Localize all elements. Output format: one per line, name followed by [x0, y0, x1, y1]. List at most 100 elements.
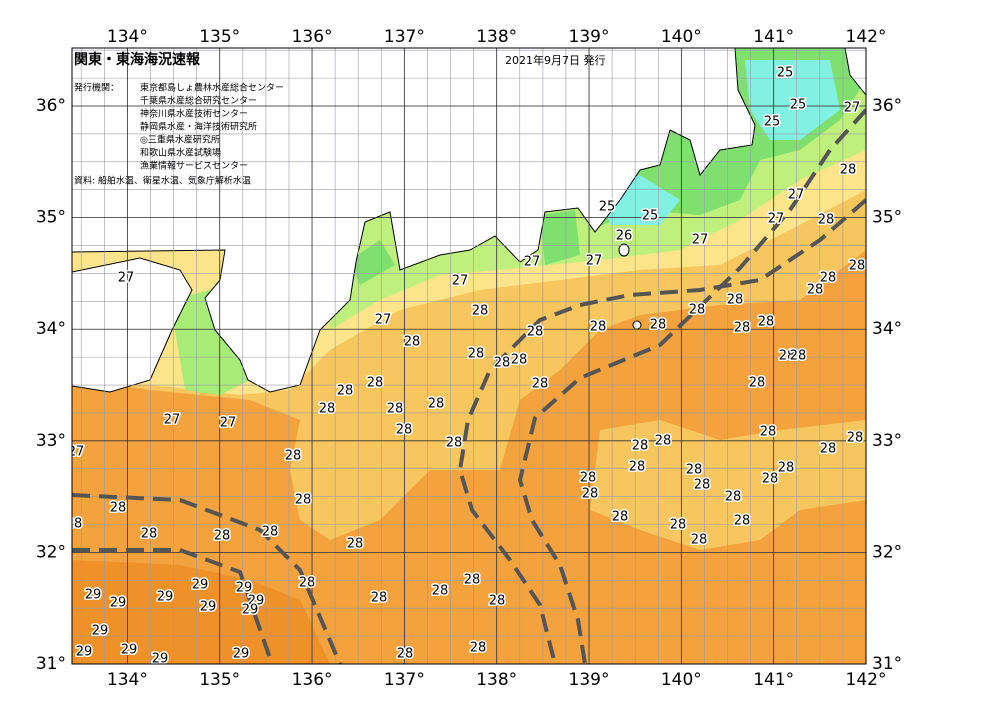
issuer: 東京都島しょ農林水産総合センター: [140, 82, 284, 94]
temperature-label: 28: [299, 576, 316, 591]
temperature-label: 28: [778, 461, 795, 476]
temperature-label: 28: [397, 647, 414, 662]
temperature-label: 27: [452, 274, 469, 289]
lon-label-top: 137°: [384, 27, 425, 47]
temperature-label: 28: [689, 303, 706, 318]
lon-label-top: 135°: [199, 27, 240, 47]
temperature-label: 28: [790, 349, 807, 364]
issuer: 神奈川県水産技術センター: [140, 108, 248, 120]
lon-label-bottom: 142°: [846, 670, 887, 690]
land-shikoku: [72, 257, 193, 393]
temperature-label: 28: [650, 318, 667, 333]
lon-label-bottom: 140°: [661, 670, 702, 690]
temperature-label: 28: [470, 641, 487, 656]
temperature-label: 29: [152, 652, 169, 667]
temperature-label: 28: [494, 356, 511, 371]
temperature-label: 28: [847, 431, 864, 446]
lat-label-right: 34°: [872, 319, 902, 339]
temperature-label: 28: [432, 584, 449, 599]
temperature-label: 27: [768, 212, 785, 227]
lat-label-right: 33°: [872, 431, 902, 451]
issuer: 静岡県水産・海洋技術研究所: [140, 121, 257, 133]
lon-label-top: 138°: [476, 27, 517, 47]
temperature-label: 28: [779, 349, 796, 364]
temperature-label: 29: [248, 594, 265, 609]
temperature-label: 28: [840, 163, 857, 178]
temperature-label: 27: [692, 233, 709, 248]
temperature-label: 28: [734, 321, 751, 336]
lat-label-left: 35°: [36, 208, 66, 228]
temperature-label: 25: [790, 98, 807, 113]
temperature-label: 28: [489, 594, 506, 609]
temperature-label: 28: [582, 487, 599, 502]
temperature-label: 29: [236, 581, 253, 596]
temperature-label: 28: [849, 259, 866, 274]
temperature-label: 28: [468, 347, 485, 362]
temperature-label: 28: [590, 320, 607, 335]
temperature-label: 28: [295, 493, 312, 508]
source: 資料: 船舶水温、衛星水温、気象庁解析水温: [74, 175, 251, 187]
temperature-label: 28: [66, 517, 83, 532]
temperature-label: 27: [788, 188, 805, 203]
temperature-label: 29: [200, 600, 217, 615]
issue-date: 2021年9月7日 発行: [505, 53, 606, 67]
temperature-label: 28: [818, 213, 835, 228]
lon-label-top: 134°: [107, 27, 148, 47]
kuroshio-outer: [517, 108, 866, 664]
temperature-label: 28: [214, 529, 231, 544]
temperature-label: 27: [118, 271, 135, 286]
temperature-label: 28: [762, 472, 779, 487]
temperature-label: 29: [157, 590, 174, 605]
temperature-label: 29: [233, 647, 250, 662]
lon-label-bottom: 138°: [476, 670, 517, 690]
temperature-label: 29: [92, 624, 109, 639]
temperature-label: 27: [220, 416, 237, 431]
temperature-label: 25: [599, 200, 616, 215]
temperature-label: 29: [192, 578, 209, 593]
title: 関東・東海海況速報: [74, 51, 201, 68]
temperature-label: 29: [76, 645, 93, 660]
temperature-label: 28: [629, 460, 646, 475]
temperature-label: 28: [387, 402, 404, 417]
temperature-label: 28: [532, 377, 549, 392]
temperature-label: 28: [347, 537, 364, 552]
temperature-label: 28: [580, 471, 597, 486]
lat-label-left: 34°: [36, 319, 66, 339]
lon-label-bottom: 136°: [292, 670, 333, 690]
temperature-label: 28: [820, 271, 837, 286]
lat-label-right: 36°: [872, 96, 902, 116]
lon-label-bottom: 139°: [569, 670, 610, 690]
temperature-label: 28: [694, 478, 711, 493]
temperature-label: 25: [764, 115, 781, 130]
temperature-label: 28: [141, 527, 158, 542]
temperature-label: 28: [725, 490, 742, 505]
sea-29: [72, 560, 330, 664]
temperature-label: 28: [749, 376, 766, 391]
temperature-label: 28: [511, 353, 528, 368]
temperature-label: 28: [758, 315, 775, 330]
temperature-label: 27: [375, 313, 392, 328]
lon-label-top: 139°: [569, 27, 610, 47]
issuer: 和歌山県水産試験場: [140, 147, 221, 159]
temperature-label: 28: [734, 514, 751, 529]
lat-label-right: 35°: [872, 208, 902, 228]
temperature-label: 28: [686, 463, 703, 478]
axes: 134° 134° 135° 135° 136° 136° 137° 137° 138° 138°…: [36, 27, 902, 690]
lon-label-top: 136°: [292, 27, 333, 47]
temperature-label: 25: [642, 209, 659, 224]
temperature-label: 26: [616, 229, 633, 244]
temperature-label: 28: [404, 335, 421, 350]
issuer: 千葉県水産総合研究センター: [140, 95, 257, 107]
temperature-label: 28: [820, 442, 837, 457]
temperature-label: 28: [727, 293, 744, 308]
lat-label-left: 33°: [36, 431, 66, 451]
lon-label-bottom: 135°: [199, 670, 240, 690]
temperature-label: 28: [337, 384, 354, 399]
lat-label-left: 31°: [36, 654, 66, 674]
temperature-label: 28: [655, 434, 672, 449]
lat-label-right: 32°: [872, 542, 902, 562]
warm-line-2: [72, 548, 274, 664]
sea-25: [600, 60, 840, 225]
temperature-label: 28: [396, 423, 413, 438]
lon-label-top: 142°: [846, 27, 887, 47]
